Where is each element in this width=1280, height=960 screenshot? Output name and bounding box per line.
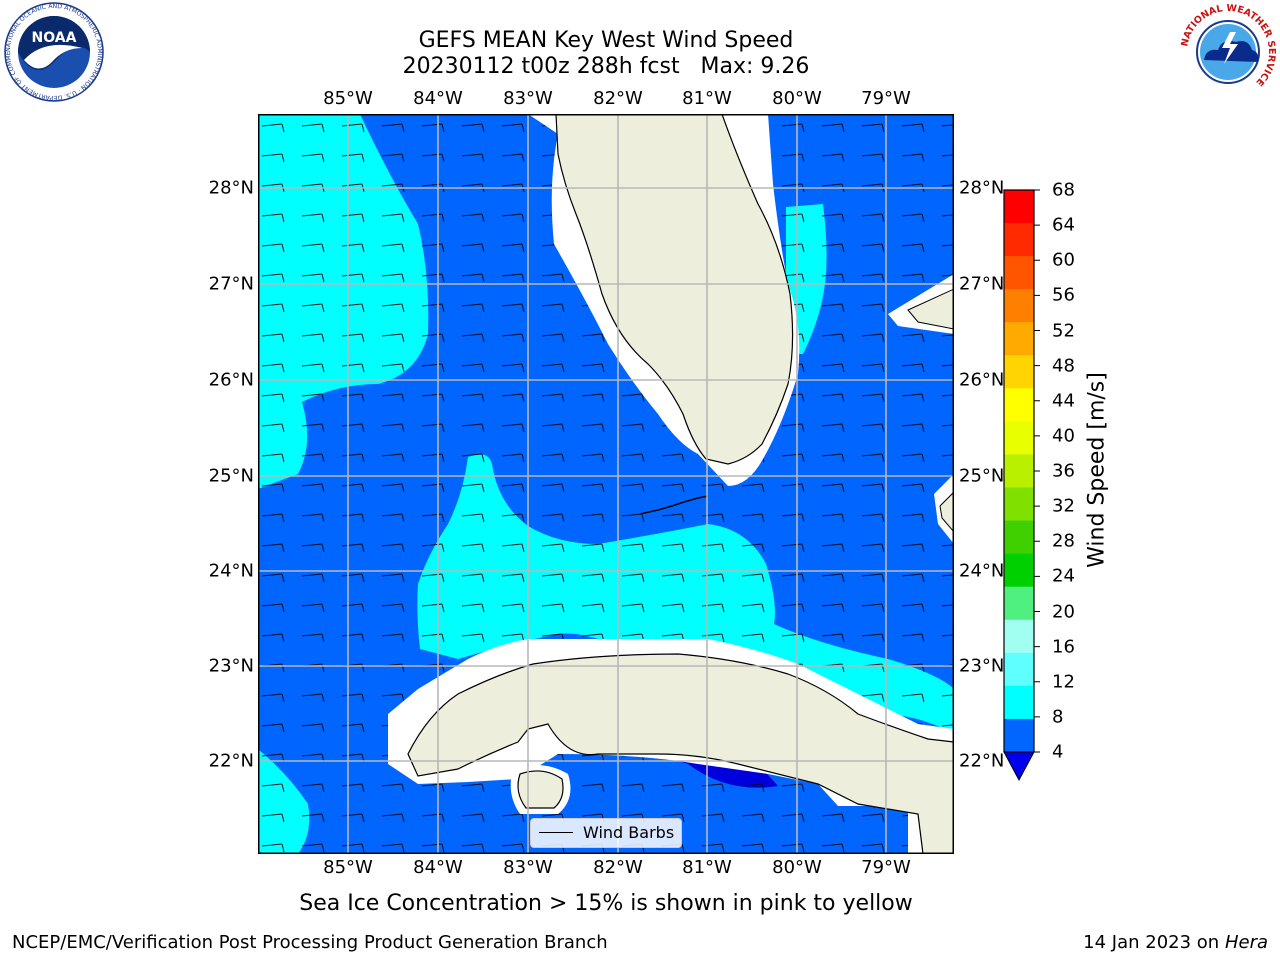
sea-ice-caption: Sea Ice Concentration > 15% is shown in … — [299, 891, 913, 916]
colorbar-segment — [1004, 454, 1034, 489]
colorbar-tick-label: 56 — [1052, 284, 1075, 306]
colorbar-segment — [1004, 685, 1034, 720]
lat-label-right: 26°N — [959, 369, 1005, 391]
lat-label-right: 25°N — [959, 465, 1005, 487]
colorbar-tick-label: 28 — [1052, 530, 1075, 552]
colorbar-tick-marks — [1034, 189, 1040, 753]
florida-landmass — [555, 114, 794, 465]
colorbar-tick-label: 40 — [1052, 425, 1075, 447]
lon-label-bottom: 80°W — [772, 857, 822, 878]
colorbar-tick-label: 36 — [1052, 460, 1075, 482]
lon-label-bottom: 85°W — [323, 857, 373, 878]
footer-machine: Hera — [1224, 932, 1268, 953]
colorbar-tick-label: 32 — [1052, 495, 1075, 517]
colorbar-tick-label: 68 — [1052, 179, 1075, 201]
wind-barb-legend-line — [539, 832, 573, 833]
lon-label-top: 82°W — [593, 88, 643, 109]
colorbar-segment — [1004, 190, 1034, 224]
colorbar-segment — [1004, 652, 1034, 687]
noaa-logo-text: NOAA — [32, 30, 77, 46]
lat-label-left: 25°N — [208, 465, 254, 487]
lat-label-left: 28°N — [208, 177, 254, 199]
lat-label-left: 23°N — [208, 655, 254, 677]
lon-label-top: 80°W — [772, 88, 822, 109]
colorbar-segment — [1004, 487, 1034, 522]
colorbar-segment — [1004, 289, 1034, 323]
lat-label-left: 27°N — [208, 273, 254, 295]
map-title: GEFS MEAN Key West Wind Speed — [418, 28, 794, 53]
lon-label-top: 83°W — [503, 88, 553, 109]
colorbar — [1003, 189, 1040, 782]
colorbar-segment — [1004, 520, 1034, 555]
wind-speed-map — [258, 114, 954, 854]
lon-label-top: 85°W — [323, 88, 373, 109]
footer-date: 14 Jan 2023 on Hera — [1083, 932, 1268, 953]
bahamas-north-landmass — [907, 288, 954, 330]
colorbar-segment — [1004, 718, 1034, 753]
lat-label-right: 22°N — [959, 750, 1005, 772]
colorbar-tick-label: 44 — [1052, 390, 1075, 412]
legend-label: Wind Barbs — [583, 823, 675, 842]
map-legend: Wind Barbs — [530, 818, 682, 848]
colorbar-segment — [1004, 355, 1034, 389]
graticule — [258, 114, 954, 854]
isle-of-youth-landmass — [517, 770, 564, 809]
colorbar-tick-label: 16 — [1052, 636, 1075, 658]
colorbar-tick-label: 64 — [1052, 214, 1075, 236]
lat-label-left: 26°N — [208, 369, 254, 391]
nws-logo: NATIONAL WEATHER SERVICE — [1179, 3, 1277, 100]
lat-label-right: 28°N — [959, 177, 1005, 199]
map-subtitle: 20230112 t00z 288h fcst Max: 9.26 — [402, 54, 810, 79]
colorbar-segment — [1004, 322, 1034, 356]
colorbar-tick-label: 4 — [1052, 741, 1064, 763]
colorbar-segment — [1004, 421, 1034, 455]
colorbar-segment — [1004, 586, 1034, 621]
colorbar-segment — [1004, 256, 1034, 290]
lon-label-bottom: 79°W — [861, 857, 911, 878]
lat-label-left: 22°N — [208, 750, 254, 772]
lon-label-top: 84°W — [413, 88, 463, 109]
colorbar-segment — [1004, 619, 1034, 654]
colorbar-segment — [1004, 388, 1034, 422]
lat-label-left: 24°N — [208, 560, 254, 582]
bahamas-andros-landmass — [939, 491, 954, 533]
colorbar-tick-label: 60 — [1052, 249, 1075, 271]
lon-label-top: 81°W — [682, 88, 732, 109]
colorbar-tick-label: 48 — [1052, 355, 1075, 377]
lon-label-bottom: 82°W — [593, 857, 643, 878]
footer-branch: NCEP/EMC/Verification Post Processing Pr… — [12, 932, 608, 953]
footer-date-text: 14 Jan 2023 on — [1083, 932, 1225, 953]
map-frame — [258, 114, 954, 854]
lat-label-right: 24°N — [959, 560, 1005, 582]
lon-label-bottom: 81°W — [682, 857, 732, 878]
florida-keys — [639, 495, 709, 515]
lat-label-right: 23°N — [959, 655, 1005, 677]
colorbar-tick-label: 12 — [1052, 671, 1075, 693]
lon-label-top: 79°W — [861, 88, 911, 109]
colorbar-tick-label: 24 — [1052, 565, 1075, 587]
lon-label-bottom: 84°W — [413, 857, 463, 878]
colorbar-tick-label: 20 — [1052, 601, 1075, 622]
colorbar-under-triangle — [1003, 751, 1035, 782]
colorbar-tick-label: 52 — [1052, 320, 1075, 341]
colorbar-segments — [1004, 190, 1034, 753]
cuba-landmass — [407, 653, 954, 854]
colorbar-label: Wind Speed [m/s] — [1084, 372, 1110, 568]
colorbar-segment — [1004, 553, 1034, 588]
lon-label-bottom: 83°W — [503, 857, 553, 878]
colorbar-tick-label: 8 — [1052, 706, 1064, 728]
colorbar-segment — [1004, 223, 1034, 257]
noaa-logo: NATIONAL OCEANIC AND ATMOSPHERIC ADMINIS… — [2, 2, 104, 102]
lat-label-right: 27°N — [959, 273, 1005, 295]
